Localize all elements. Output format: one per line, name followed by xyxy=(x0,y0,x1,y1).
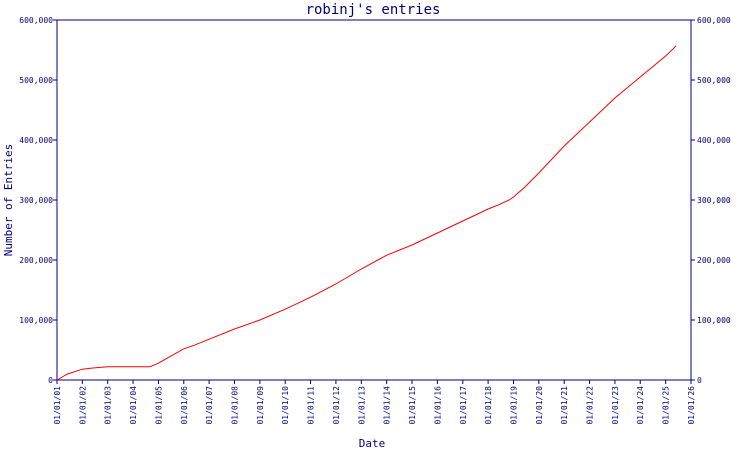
x-tick-label: 01/01/04 xyxy=(129,386,138,425)
x-tick-label: 01/01/22 xyxy=(586,386,595,425)
x-tick-label: 01/01/17 xyxy=(459,386,468,425)
y-tick-label-right: 400,000 xyxy=(697,136,731,145)
x-tick-label: 01/01/23 xyxy=(611,386,620,425)
x-tick-label: 01/01/19 xyxy=(509,386,518,425)
x-tick-label: 01/01/26 xyxy=(687,386,696,425)
y-tick-label-right: 0 xyxy=(697,376,702,385)
plot-frame xyxy=(56,19,692,381)
x-tick-label: 01/01/12 xyxy=(332,386,341,425)
y-tick-label-right: 600,000 xyxy=(697,16,731,25)
y-axis-left: 0 100,000 200,000 300,000 400,000 500,000 600,… xyxy=(19,16,57,385)
x-tick-label: 01/01/05 xyxy=(154,386,163,425)
x-tick-label: 01/01/13 xyxy=(357,386,366,425)
y-tick-label-right: 200,000 xyxy=(697,256,731,265)
x-tick-label: 01/01/21 xyxy=(560,386,569,425)
y-tick-label-left: 100,000 xyxy=(19,316,53,325)
chart-title: robinj's entries xyxy=(306,2,441,18)
y-tick-label-left: 600,000 xyxy=(19,16,53,25)
x-tick-label: 01/01/03 xyxy=(104,386,113,425)
x-tick-label: 01/01/09 xyxy=(256,386,265,425)
y-tick-label-right: 500,000 xyxy=(697,76,731,85)
x-tick-label: 01/01/16 xyxy=(433,386,442,425)
y-axis-label: Number of Entries xyxy=(2,144,15,257)
y-tick-label-left: 300,000 xyxy=(19,196,53,205)
y-tick-label-left: 400,000 xyxy=(19,136,53,145)
x-tick-label: 01/01/02 xyxy=(78,386,87,425)
x-tick-label: 01/01/06 xyxy=(180,386,189,425)
x-tick-label: 01/01/15 xyxy=(408,386,417,425)
x-tick-label: 01/01/07 xyxy=(205,386,214,425)
x-tick-label: 01/01/08 xyxy=(230,386,239,425)
y-tick-label-left: 500,000 xyxy=(19,76,53,85)
y-axis-right: 0 100,000 200,000 300,000 400,000 500,000 600,… xyxy=(691,16,731,385)
x-tick-label: 01/01/24 xyxy=(636,386,645,425)
series-line xyxy=(56,45,677,381)
y-tick-label-left: 0 xyxy=(48,376,53,385)
series-layer xyxy=(56,45,677,381)
x-tick-label: 01/01/11 xyxy=(307,386,316,425)
y-tick-label-right: 300,000 xyxy=(697,196,731,205)
x-axis-label: Date xyxy=(359,437,386,450)
x-tick-label: 01/01/01 xyxy=(53,386,62,425)
x-tick-label: 01/01/18 xyxy=(484,386,493,425)
x-axis: 01/01/01 01/01/02 01/01/03 01/01/04 01/01/05… xyxy=(53,380,696,425)
x-tick-label: 01/01/10 xyxy=(281,386,290,425)
y-tick-label-right: 100,000 xyxy=(697,316,731,325)
x-tick-label: 01/01/20 xyxy=(535,386,544,425)
y-tick-label-left: 200,000 xyxy=(19,256,53,265)
x-tick-label: 01/01/25 xyxy=(662,386,671,425)
x-tick-label: 01/01/14 xyxy=(383,386,392,425)
